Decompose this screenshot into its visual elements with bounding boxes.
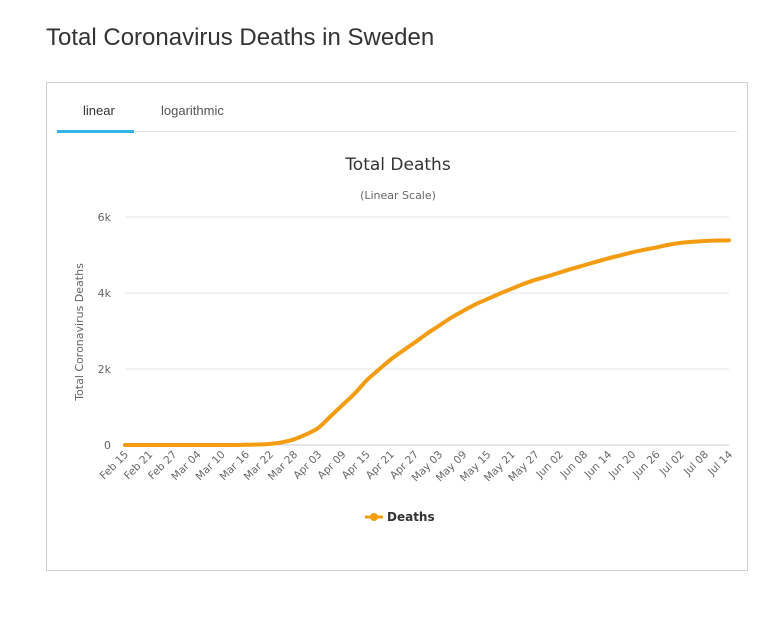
x-tick-label: Jul 02 [657, 449, 687, 479]
tab-logarithmic[interactable]: logarithmic [161, 103, 224, 118]
x-tick-label: Jul 14 [705, 448, 735, 478]
y-tick-label: 0 [104, 439, 111, 452]
x-tick-label: Jun 08 [558, 449, 591, 482]
scale-tabs: linear logarithmic [57, 83, 737, 133]
y-axis-label: Total Coronavirus Deaths [73, 263, 86, 402]
y-tick-label: 6k [98, 211, 112, 224]
page-title: Total Coronavirus Deaths in Sweden [46, 24, 435, 51]
chart-subtitle: (Linear Scale) [360, 189, 436, 202]
active-tab-indicator [57, 130, 134, 133]
chart-legend[interactable]: Deaths [365, 510, 435, 524]
chart-title: Total Deaths [344, 155, 451, 175]
chart-panel: linear logarithmic Total Deaths (Linear … [46, 82, 748, 571]
legend-label-deaths: Deaths [387, 510, 435, 524]
x-tick-label: Jun 26 [630, 448, 663, 481]
series-line-deaths[interactable] [123, 238, 731, 448]
x-tick-label: Jun 20 [606, 449, 639, 482]
tab-linear[interactable]: linear [83, 103, 115, 118]
deaths-line-chart: Total Deaths (Linear Scale) Total Corona… [73, 155, 735, 524]
y-tick-label: 4k [98, 287, 112, 300]
y-tick-label: 2k [98, 363, 112, 376]
x-tick-label: Jul 08 [681, 449, 711, 479]
x-tick-label: Jun 02 [533, 449, 566, 482]
legend-swatch-marker [370, 513, 378, 521]
